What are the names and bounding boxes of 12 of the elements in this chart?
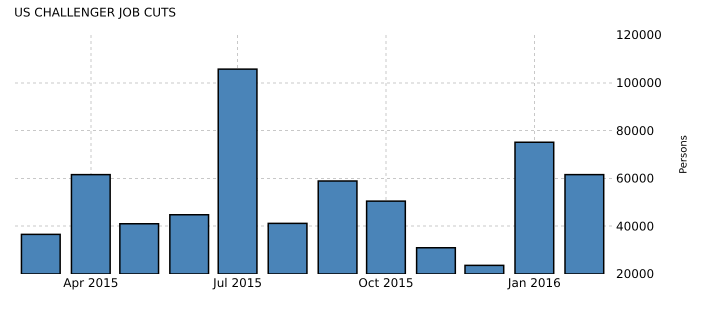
- x-tick-label: Jul 2015: [212, 276, 262, 290]
- y-tick-label: 20000: [616, 267, 654, 282]
- x-tick-label: Apr 2015: [63, 276, 118, 290]
- y-tick-label: 60000: [616, 172, 654, 186]
- y-tick-label: 80000: [616, 124, 654, 138]
- y-tick-label: 40000: [616, 219, 654, 234]
- x-tick-label: Oct 2015: [358, 276, 414, 290]
- chart-title: US CHALLENGER JOB CUTS: [14, 6, 176, 20]
- y-axis-title: Persons: [678, 135, 690, 174]
- x-tick-label: Jan 2016: [506, 276, 561, 290]
- y-tick-label: 100000: [616, 76, 662, 90]
- y-tick-label: 120000: [616, 28, 662, 42]
